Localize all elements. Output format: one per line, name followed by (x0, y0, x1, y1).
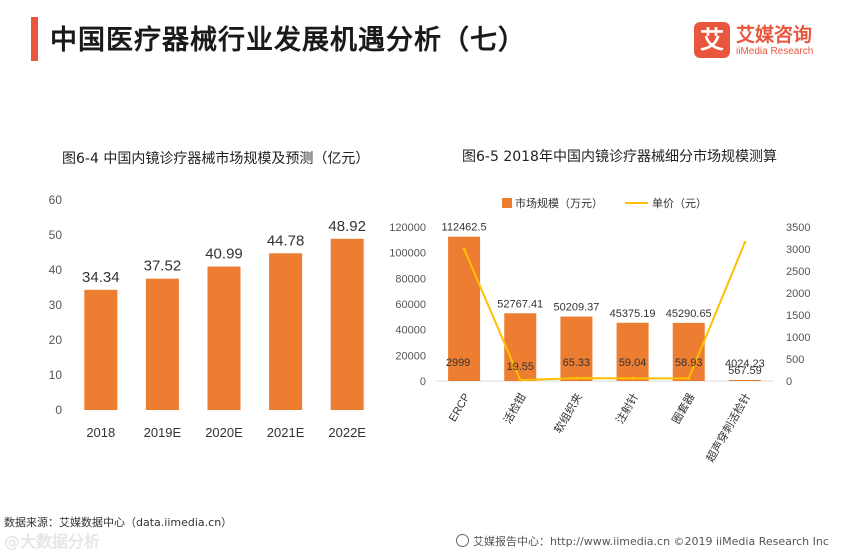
chart2-right-tick: 2500 (786, 266, 810, 278)
chart1-x-label: 2020E (205, 425, 243, 440)
chart2-left-tick: 0 (420, 376, 426, 388)
chart1-data-label: 48.92 (328, 218, 366, 235)
page-title: 中国医疗器械行业发展机遇分析（七） (50, 25, 526, 56)
chart2-right-tick: 1500 (786, 310, 810, 322)
chart2-bar-label: 567.59 (728, 365, 762, 377)
brand-logo: 艾 艾媒咨询 iiMedia Research (694, 22, 834, 64)
chart1-data-label: 34.34 (82, 269, 120, 286)
chart2-price-point (743, 240, 747, 244)
chart2-title: 图6-5 2018年中国内镜诊疗器械细分市场规模测算 (462, 149, 777, 165)
chart2-price-point (687, 376, 691, 380)
chart2-left-tick: 20000 (395, 350, 426, 362)
chart2-price-line (463, 242, 746, 382)
chart1-y-tick: 40 (49, 263, 63, 277)
chart2-bar-label: 45290.65 (666, 308, 712, 320)
chart2-bar-label: 45375.19 (610, 308, 656, 320)
logo-mark-icon: 艾 (694, 22, 730, 58)
chart2-price-label: 65.33 (563, 357, 591, 369)
chart2-left-tick: 40000 (395, 325, 426, 337)
chart1-data-label: 40.99 (205, 246, 243, 263)
chart2-x-label: 圈套器 (670, 391, 698, 426)
chart2-legend-bar-swatch (502, 198, 512, 208)
chart2-x-label: 活检钳 (500, 391, 529, 427)
chart2-right-tick: 500 (786, 354, 804, 366)
chart2-price-label: 58.93 (675, 357, 703, 369)
data-source: 数据来源：艾媒数据中心（data.iimedia.cn） (4, 516, 233, 529)
footer-credit-text: 艾媒报告中心：http://www.iimedia.cn ©2019 iiMed… (473, 535, 829, 548)
chart2-bar-label: 112462.5 (442, 222, 487, 234)
watermark: @大数据分析 (4, 532, 101, 551)
chart2-bar (616, 322, 649, 381)
chart2-price-label: 59.04 (619, 357, 647, 369)
chart2-right-tick: 0 (786, 376, 792, 388)
chart2-right-tick: 3500 (786, 222, 810, 234)
chart2-bar (728, 380, 761, 381)
chart2-price-point (631, 376, 635, 380)
chart1-bar (84, 289, 118, 410)
chart1-data-label: 44.78 (267, 232, 305, 249)
chart1-data-label: 37.52 (144, 258, 182, 275)
chart2-price-point (462, 247, 466, 251)
chart2-right-tick: 1000 (786, 332, 810, 344)
chart2-x-label: ERCP (447, 392, 473, 424)
chart1-y-tick: 30 (49, 298, 63, 312)
chart1-bar (145, 278, 179, 410)
globe-icon (456, 534, 469, 547)
chart2-x-label: 超声穿刺活检针 (703, 391, 754, 465)
footer-credit: 艾媒报告中心：http://www.iimedia.cn ©2019 iiMed… (456, 533, 829, 549)
chart1-bar (330, 238, 364, 410)
chart2-left-tick: 60000 (395, 299, 426, 311)
chart2-bar-label: 52767.41 (497, 298, 543, 310)
chart1-title: 图6-4 中国内镜诊疗器械市场规模及预测（亿元） (62, 151, 370, 167)
chart2-price-point (574, 376, 578, 380)
chart2-price-point (518, 378, 522, 382)
chart1-x-label: 2022E (328, 425, 366, 440)
chart1-bar (269, 253, 303, 410)
chart2-x-label: 注射针 (613, 391, 642, 427)
chart2-price-label: 19.55 (506, 361, 534, 373)
chart2-x-label: 软组织夹 (551, 391, 585, 436)
chart2-legend-bar-label: 市场规模（万元） (515, 196, 603, 210)
chart2-left-tick: 100000 (389, 248, 426, 260)
chart1-y-tick: 0 (55, 403, 62, 417)
chart1-x-label: 2018 (86, 425, 115, 440)
chart2-left-tick: 120000 (389, 222, 426, 234)
chart1-x-label: 2021E (267, 425, 305, 440)
chart1-y-tick: 50 (49, 228, 63, 242)
logo-name-en: iiMedia Research (736, 46, 814, 57)
chart1-y-tick: 10 (49, 368, 63, 382)
chart2-price-label: 2999 (446, 357, 470, 369)
chart2-price-label: 4024.23 (725, 358, 765, 370)
chart2-bar (504, 313, 537, 381)
chart2-right-tick: 3000 (786, 244, 810, 256)
chart2-bar (448, 236, 481, 381)
chart1-y-tick: 60 (49, 193, 63, 207)
chart1-bar (207, 266, 241, 410)
chart1-y-tick: 20 (49, 333, 63, 347)
chart2-left-tick: 80000 (395, 273, 426, 285)
chart1-x-label: 2019E (144, 425, 182, 440)
logo-name-cn: 艾媒咨询 (736, 24, 813, 46)
chart2-legend-line-label: 单价（元） (652, 197, 707, 210)
title-accent-bar (31, 17, 38, 61)
chart2-right-tick: 2000 (786, 288, 810, 300)
chart2-bar (560, 316, 593, 381)
chart2-bar-label: 50209.37 (553, 302, 599, 314)
